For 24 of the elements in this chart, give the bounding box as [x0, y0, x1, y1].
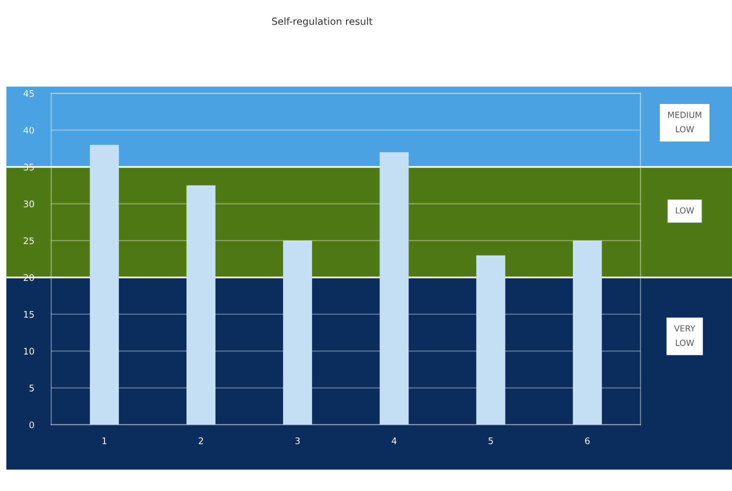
- bar: [90, 144, 119, 425]
- bar: [572, 240, 602, 425]
- band-label: VERY LOW: [674, 325, 696, 346]
- bar: [186, 185, 216, 425]
- y-tick-label: 25: [24, 237, 34, 244]
- x-tick-label: 3: [295, 437, 300, 444]
- y-tick-label: 40: [24, 126, 34, 134]
- y-tick-label: 30: [24, 200, 34, 208]
- x-tick-label: 5: [488, 437, 493, 444]
- band-label: MEDIUM LOW: [668, 112, 702, 132]
- x-tick-label: 4: [392, 437, 397, 444]
- x-tick-label: 2: [198, 437, 203, 444]
- bar: [476, 255, 506, 425]
- bar: [380, 152, 409, 425]
- y-tick-label: 45: [24, 90, 34, 97]
- y-tick-label: 0: [29, 421, 34, 428]
- x-tick-label: 1: [102, 437, 106, 444]
- band-label: LOW: [676, 207, 694, 214]
- y-tick-label: 5: [30, 384, 34, 392]
- chart-title: Self-regulation result: [272, 17, 372, 27]
- bar: [283, 240, 312, 425]
- y-tick-label: 15: [24, 311, 34, 318]
- x-tick-label: 6: [585, 437, 590, 444]
- y-tick-label: 10: [24, 348, 34, 355]
